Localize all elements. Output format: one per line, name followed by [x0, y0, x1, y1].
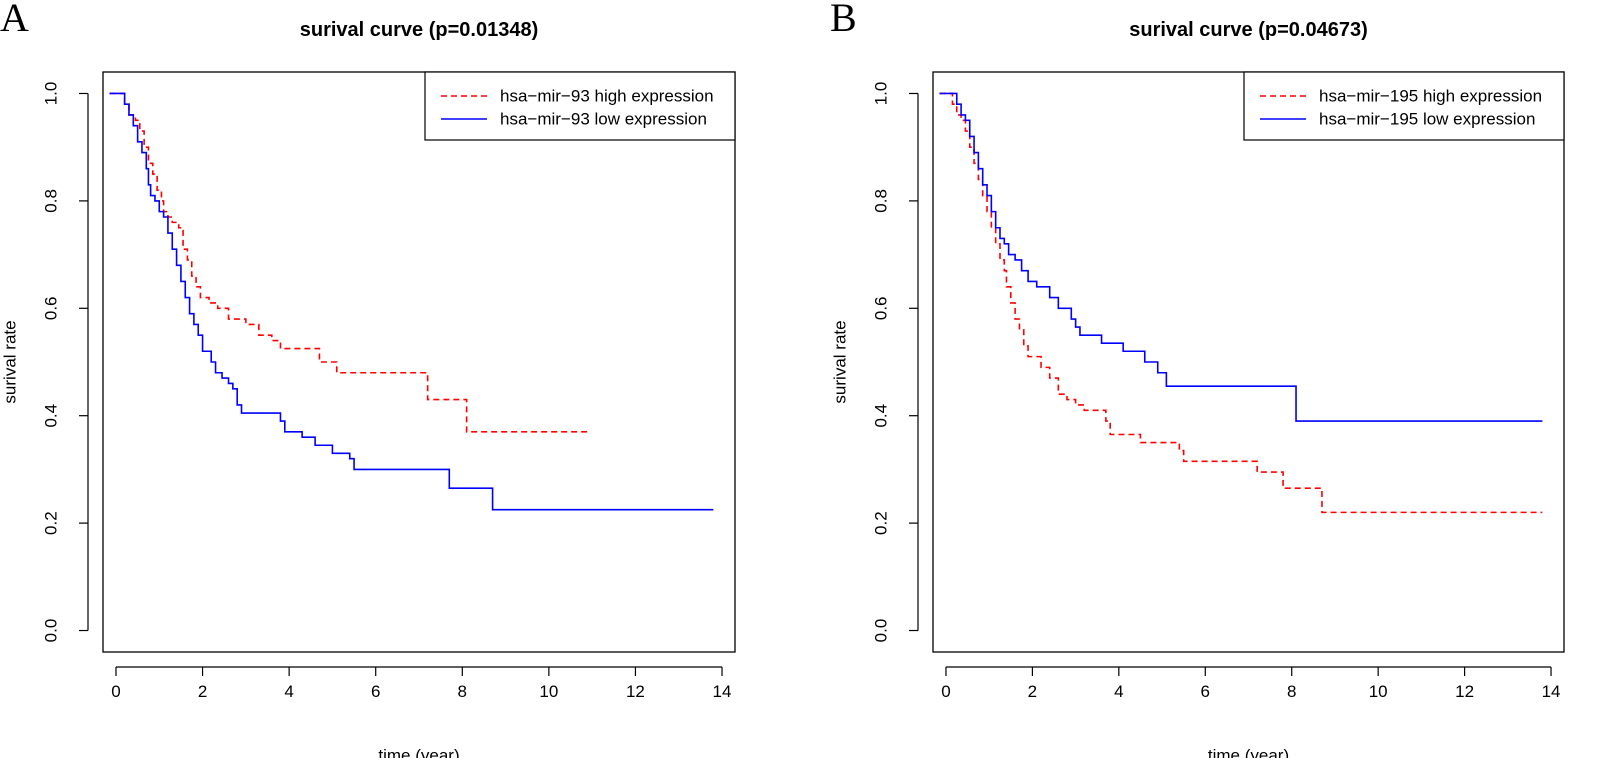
legend: hsa−mir−195 high expression hsa−mir−195 l… — [1243, 71, 1565, 141]
x-tick-label: 0 — [941, 682, 950, 701]
legend-entry: hsa−mir−195 low expression — [1319, 110, 1535, 129]
plot-frame — [932, 71, 1565, 653]
chart-panel-b: B surival curve (p=0.04673) 0 2 4 6 8 10 12 14 ti… — [830, 0, 1599, 758]
y-axis-label: surival rate — [1, 320, 20, 403]
survival-curve-low — [939, 92, 1543, 422]
legend-box — [1243, 71, 1565, 141]
x-tick-label: 0 — [111, 682, 120, 701]
x-tick-label: 4 — [1114, 682, 1123, 701]
chart-a: surival curve (p=0.01348) 0 2 4 6 8 10 12 14 time… — [1, 19, 736, 758]
x-tick-label: 6 — [1201, 682, 1210, 701]
x-tick-label: 4 — [284, 682, 293, 701]
legend-entry: hsa−mir−93 low expression — [500, 110, 707, 129]
survival-curve-high — [939, 92, 1543, 514]
y-tick-label: 0.0 — [872, 619, 891, 643]
chart-panel-a: A surival curve (p=0.01348) 0 2 4 6 8 10 12 14 ti… — [0, 0, 760, 758]
y-tick-label: 0.6 — [872, 296, 891, 320]
legend: hsa−mir−93 high expression hsa−mir−93 low… — [424, 71, 736, 141]
y-tick-label: 0.8 — [42, 189, 61, 213]
x-axis-label: time (year) — [378, 746, 459, 758]
legend-entry: hsa−mir−93 high expression — [500, 87, 714, 106]
chart-b: surival curve (p=0.04673) 0 2 4 6 8 10 12 14 time… — [831, 19, 1565, 758]
x-tick-label: 10 — [1369, 682, 1388, 701]
y-tick-label: 0.4 — [872, 404, 891, 428]
legend-box — [424, 71, 736, 141]
y-tick-label: 0.4 — [42, 404, 61, 428]
plot-frame — [102, 71, 736, 653]
survival-curve-low — [109, 92, 714, 511]
x-tick-label: 6 — [371, 682, 380, 701]
legend-entry: hsa−mir−195 high expression — [1319, 87, 1542, 106]
x-tick-label: 8 — [458, 682, 467, 701]
y-tick-label: 0.8 — [872, 189, 891, 213]
y-tick-label: 1.0 — [872, 82, 891, 106]
x-tick-label: 12 — [1455, 682, 1474, 701]
chart-title: surival curve (p=0.04673) — [1129, 19, 1367, 41]
x-axis-label: time (year) — [1208, 746, 1289, 758]
survival-curve-high — [109, 92, 588, 433]
y-tick-label: 0.0 — [42, 619, 61, 643]
chart-title: surival curve (p=0.01348) — [300, 19, 538, 41]
x-tick-label: 12 — [626, 682, 645, 701]
x-tick-label: 2 — [198, 682, 207, 701]
y-tick-label: 1.0 — [42, 82, 61, 106]
x-tick-label: 14 — [1542, 682, 1561, 701]
x-tick-label: 14 — [713, 682, 732, 701]
y-tick-label: 0.2 — [42, 511, 61, 535]
y-tick-label: 0.2 — [872, 511, 891, 535]
panel-label: B — [830, 0, 857, 40]
panel-label: A — [0, 0, 29, 40]
y-axis-label: surival rate — [831, 320, 850, 403]
x-tick-label: 8 — [1287, 682, 1296, 701]
x-tick-label: 10 — [539, 682, 558, 701]
x-tick-label: 2 — [1028, 682, 1037, 701]
y-tick-label: 0.6 — [42, 296, 61, 320]
